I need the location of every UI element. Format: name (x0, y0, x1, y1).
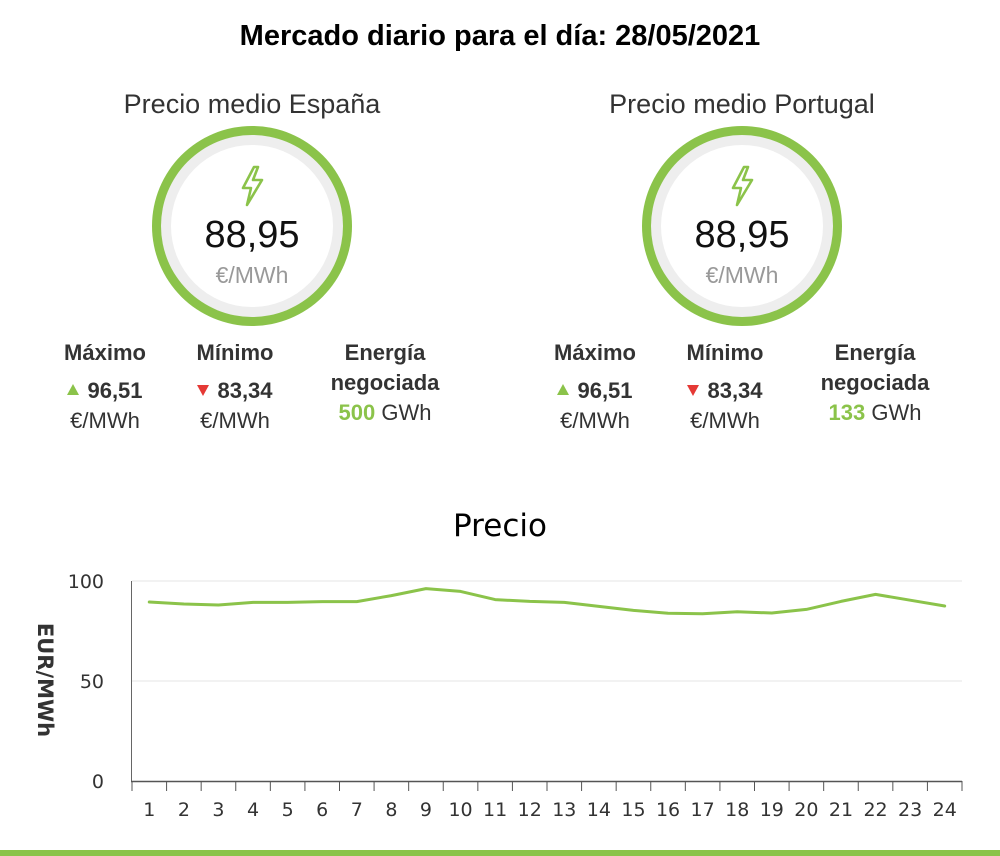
x-tick-label: 15 (621, 799, 645, 821)
min-label: Mínimo (196, 340, 274, 365)
x-tick-label: 10 (448, 799, 472, 821)
page-title: Mercado diario para el día: 28/05/2021 (239, 20, 761, 52)
portugal-min-stat: Mínimo 83,34 €/MWh (660, 338, 790, 436)
spain-max-unit: €/MWh (70, 408, 140, 433)
x-tick-label: 20 (794, 799, 818, 821)
portugal-price-gauge: 88,95 €/MWh (642, 126, 842, 326)
energy-label-line2: negociada (820, 370, 930, 395)
portugal-min-value: 83,34 (707, 378, 763, 403)
y-tick-label: 50 (80, 671, 104, 693)
lightning-bolt-icon (731, 165, 754, 207)
max-label: Máximo (554, 340, 636, 365)
portugal-max-unit: €/MWh (560, 408, 630, 433)
portugal-max-stat: Máximo 96,51 €/MWh (530, 338, 660, 436)
x-tick-label: 17 (691, 799, 715, 821)
min-label: Mínimo (686, 340, 764, 365)
portugal-energy-stat: Energía negociada 133 GWh (804, 338, 946, 428)
x-tick-label: 11 (483, 799, 507, 821)
x-tick-label: 23 (898, 799, 922, 821)
portugal-average-price: 88,95 (694, 214, 790, 256)
spain-max-value: 96,51 (87, 378, 143, 403)
spain-average-price: 88,95 (204, 214, 300, 256)
spain-min-stat: Mínimo 83,34 €/MWh (170, 338, 300, 436)
spain-energy-unit: GWh (381, 400, 432, 425)
spain-panel-title: Precio medio España (123, 89, 381, 119)
triangle-down-icon (687, 384, 700, 396)
triangle-down-icon (197, 384, 210, 396)
spain-energy-stat: Energía negociada 500 GWh (314, 338, 456, 428)
x-tick-label: 22 (863, 799, 887, 821)
x-tick-label: 1 (143, 799, 155, 821)
portugal-max-value: 96,51 (577, 378, 633, 403)
y-axis-label: EUR/MWh (33, 623, 57, 737)
max-label: Máximo (64, 340, 146, 365)
spain-price-gauge: 88,95 €/MWh (152, 126, 352, 326)
spain-energy-value: 500 (338, 400, 376, 425)
spain-panel: Precio medio España 88,95 €/MWh Máximo 9… (42, 86, 462, 448)
spain-stats: Máximo 96,51 €/MWh Mínimo 83,34 €/MWh En… (42, 338, 462, 448)
portugal-min-unit: €/MWh (690, 408, 760, 433)
x-tick-label: 5 (282, 799, 294, 821)
x-tick-label: 9 (420, 799, 432, 821)
x-tick-label: 19 (760, 799, 784, 821)
x-tick-label: 24 (933, 799, 957, 821)
y-tick-label: 0 (92, 771, 104, 793)
x-tick-label: 6 (316, 799, 328, 821)
x-tick-label: 14 (587, 799, 611, 821)
x-tick-label: 3 (212, 799, 224, 821)
energy-label-line1: Energía (344, 340, 426, 365)
x-tick-label: 13 (552, 799, 576, 821)
bottom-accent-bar (0, 850, 1000, 856)
triangle-up-icon (557, 383, 570, 395)
chart-title: Precio (453, 508, 547, 544)
x-tick-label: 8 (385, 799, 397, 821)
portugal-stats: Máximo 96,51 €/MWh Mínimo 83,34 €/MWh En… (532, 338, 952, 448)
x-tick-label: 2 (178, 799, 190, 821)
energy-label-line1: Energía (834, 340, 916, 365)
lightning-bolt-icon (241, 165, 264, 207)
triangle-up-icon (67, 383, 80, 395)
energy-label-line2: negociada (330, 370, 440, 395)
x-tick-label: 21 (829, 799, 853, 821)
portugal-panel-title: Precio medio Portugal (609, 89, 875, 119)
spain-min-unit: €/MWh (200, 408, 270, 433)
spain-min-value: 83,34 (217, 378, 273, 403)
y-tick-label: 100 (68, 571, 104, 593)
spain-average-price-unit: €/MWh (215, 262, 289, 288)
x-tick-label: 12 (518, 799, 542, 821)
portugal-average-price-unit: €/MWh (705, 262, 779, 288)
x-tick-label: 16 (656, 799, 680, 821)
x-tick-label: 4 (247, 799, 259, 821)
x-tick-label: 7 (351, 799, 363, 821)
portugal-energy-value: 133 (828, 400, 866, 425)
x-tick-label: 18 (725, 799, 749, 821)
price-series-line (147, 587, 947, 616)
portugal-energy-unit: GWh (871, 400, 922, 425)
spain-max-stat: Máximo 96,51 €/MWh (40, 338, 170, 436)
portugal-panel: Precio medio Portugal 88,95 €/MWh Máximo… (532, 86, 952, 448)
